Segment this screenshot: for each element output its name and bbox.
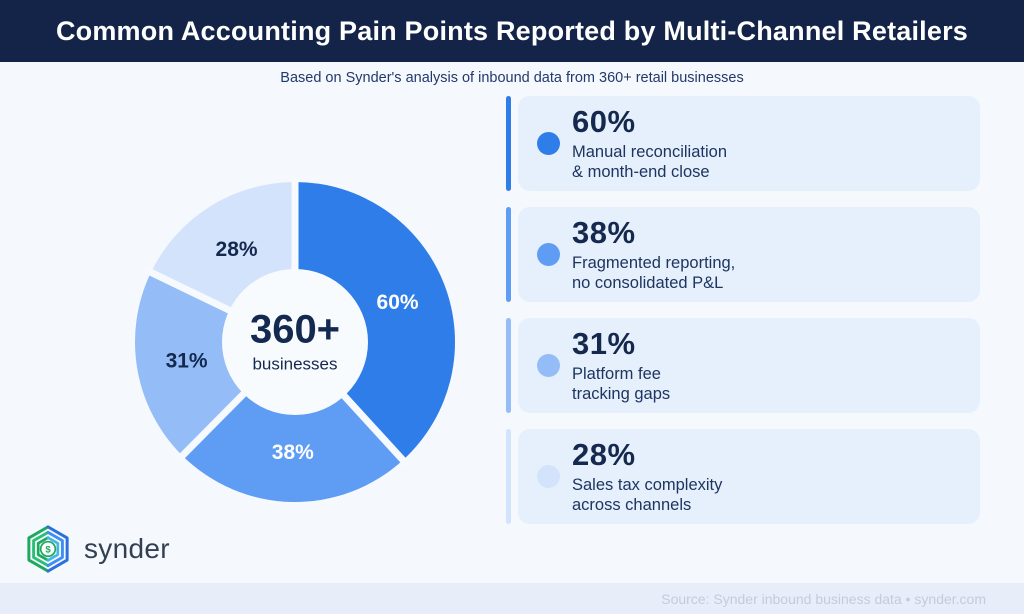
- card-body: 31% Platform fee tracking gaps: [518, 318, 980, 413]
- donut-chart: 60% 38% 31% 28% 360+ businesses: [127, 174, 463, 510]
- pie-slice-60%: [295, 181, 455, 461]
- stat-card-38: 38% Fragmented reporting, no consolidate…: [506, 207, 980, 302]
- card-description: Fragmented reporting, no consolidated P&…: [572, 253, 736, 292]
- card-percent: 60%: [572, 104, 636, 140]
- card-bullet: [537, 132, 560, 155]
- stat-card-31: 31% Platform fee tracking gaps: [506, 318, 980, 413]
- synder-logo-icon: $: [27, 525, 69, 573]
- card-description: Platform fee tracking gaps: [572, 364, 671, 403]
- donut-hole: [222, 269, 368, 415]
- card-accent-bar: [506, 429, 511, 524]
- card-description: Sales tax complexity across channels: [572, 475, 723, 514]
- card-text: 38% Fragmented reporting, no consolidate…: [572, 216, 735, 293]
- card-percent: 31%: [572, 326, 636, 362]
- card-text: 60% Manual reconciliation & month-end cl…: [572, 105, 727, 182]
- card-bullet: [537, 465, 560, 488]
- svg-text:$: $: [45, 544, 51, 555]
- donut-center-label: businesses: [252, 354, 338, 374]
- pie-slice-38%: [182, 393, 403, 503]
- pie-slice-31%: [135, 272, 245, 456]
- subtitle: Based on Synder's analysis of inbound da…: [280, 70, 744, 86]
- pie-label-38%: 38%: [272, 441, 314, 464]
- card-description: Manual reconciliation & month-end close: [572, 142, 728, 181]
- card-percent: 38%: [572, 215, 636, 251]
- card-accent-bar: [506, 318, 511, 413]
- card-body: 38% Fragmented reporting, no consolidate…: [518, 207, 980, 302]
- pie-label-28%: 28%: [216, 238, 258, 261]
- source-attribution: Source: Synder inbound business data • s…: [661, 590, 986, 607]
- card-accent-bar: [506, 96, 511, 191]
- card-text: 28% Sales tax complexity across channels: [572, 438, 722, 515]
- donut-chart-svg: 60% 38% 31% 28%: [135, 175, 455, 503]
- stat-card-28: 28% Sales tax complexity across channels: [506, 429, 980, 524]
- page-title: Common Accounting Pain Points Reported b…: [55, 15, 969, 46]
- card-percent: 28%: [572, 437, 636, 473]
- card-text: 31% Platform fee tracking gaps: [572, 327, 670, 404]
- logo-wordmark: synder: [84, 533, 170, 564]
- card-accent-bar: [506, 207, 511, 302]
- donut-center: 360+ businesses: [250, 310, 340, 375]
- header-bar: Common Accounting Pain Points Reported b…: [0, 0, 1024, 62]
- pie-slice-28%: [150, 182, 295, 311]
- card-body: 28% Sales tax complexity across channels: [518, 429, 980, 524]
- pie-label-60%: 60%: [377, 291, 419, 314]
- footer-bar: Source: Synder inbound business data • s…: [0, 583, 1024, 614]
- stat-card-60: 60% Manual reconciliation & month-end cl…: [506, 96, 980, 191]
- stat-card-list: 60% Manual reconciliation & month-end cl…: [506, 96, 980, 524]
- synder-logo: $ synder: [23, 522, 170, 576]
- card-bullet: [537, 354, 560, 377]
- pie-label-31%: 31%: [166, 350, 208, 373]
- donut-center-value: 360+: [249, 307, 341, 352]
- card-bullet: [537, 243, 560, 266]
- coin-icon: [39, 540, 57, 558]
- card-body: 60% Manual reconciliation & month-end cl…: [518, 96, 980, 191]
